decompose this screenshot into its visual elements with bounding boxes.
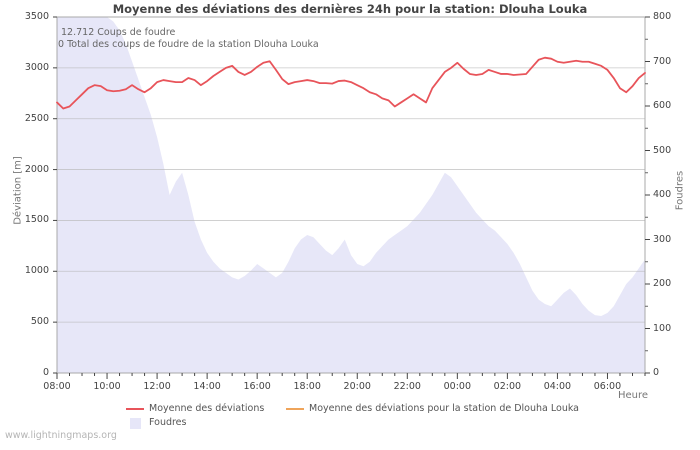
x-axis-label: Heure	[618, 390, 649, 401]
watermark-text: www.lightningmaps.org	[5, 430, 117, 441]
y-axis-right-tick-label: 200	[653, 278, 672, 289]
y-axis-right-tick-label: 700	[653, 55, 672, 67]
x-axis-tick-label: 22:00	[393, 381, 421, 392]
y-axis-right-tick-label: 300	[653, 233, 672, 245]
x-axis-tick-label: 12:00	[143, 381, 171, 392]
x-axis-tick-label: 10:00	[93, 381, 121, 392]
x-axis-tick-label: 00:00	[443, 381, 472, 392]
y-axis-right-tick-label: 400	[653, 189, 672, 200]
y-axis-left-tick-label: 0	[42, 367, 49, 378]
y-axis-right-tick-label: 500	[653, 144, 672, 156]
y-axis-left-tick-label: 2500	[24, 112, 49, 124]
y-axis-left-tick-label: 500	[30, 316, 49, 328]
legend-label[interactable]: Moyenne des déviations pour la station d…	[309, 403, 579, 414]
y-axis-right-tick-label: 600	[653, 100, 672, 111]
y-axis-right-tick-label: 100	[653, 322, 672, 334]
y-axis-right-tick-label: 800	[653, 11, 672, 22]
legend-label[interactable]: Moyenne des déviations	[149, 403, 265, 414]
chart-title: Moyenne des déviations des dernières 24h…	[112, 2, 588, 16]
x-axis-tick-label: 16:00	[243, 381, 271, 392]
deviation-line-series	[56, 56, 646, 110]
y-axis-left-tick-label: 3000	[24, 61, 49, 73]
legend-swatch-line	[286, 408, 304, 410]
x-axis-tick-label: 14:00	[193, 381, 221, 392]
annotation-lightning-count: 12.712 Coups de foudre	[61, 27, 176, 38]
x-axis-tick-label: 02:00	[493, 381, 522, 392]
annotation-station-total: 0 Total des coups de foudre de la statio…	[58, 39, 319, 50]
y-axis-left-tick-label: 1500	[24, 214, 49, 226]
x-axis-tick-label: 20:00	[343, 381, 371, 392]
y-axis-left-tick-label: 3500	[24, 11, 49, 22]
x-axis-tick-label: 18:00	[293, 381, 321, 392]
y-axis-left-tick-label: 2000	[24, 163, 49, 175]
y-axis-left-tick-label: 1000	[24, 265, 49, 277]
x-axis-tick-label: 06:00	[593, 381, 622, 392]
y-axis-right-tick-label: 0	[653, 367, 660, 378]
x-axis-tick-label: 08:00	[43, 381, 71, 392]
x-axis-tick-label: 04:00	[543, 381, 572, 392]
legend-label[interactable]: Foudres	[149, 417, 187, 428]
legend-swatch-line	[126, 408, 144, 410]
legend-swatch-area	[130, 418, 141, 429]
lightning-area-series	[57, 17, 645, 373]
